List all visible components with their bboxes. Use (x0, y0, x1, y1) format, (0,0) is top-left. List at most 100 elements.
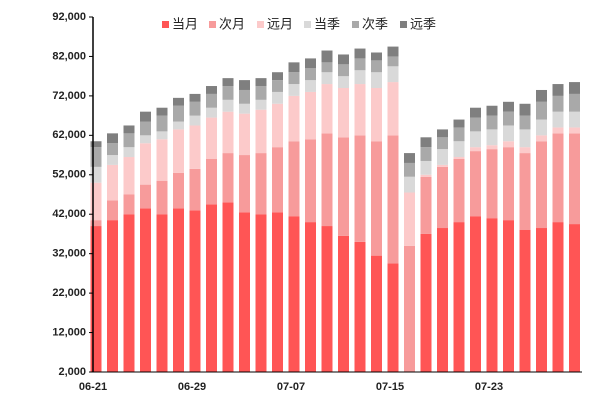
bar-segment (255, 86, 267, 100)
bar-segment (123, 147, 135, 158)
legend-swatch (209, 21, 216, 28)
bar-segment (140, 135, 151, 144)
bar-segment (173, 121, 184, 130)
bar-segment (255, 78, 267, 87)
bar-segment (354, 135, 366, 242)
bar-segment (338, 235, 349, 372)
bar-segment (486, 218, 498, 372)
bar-segment (222, 78, 234, 87)
bar-segment (255, 99, 267, 110)
bar-segment (453, 159, 465, 223)
bar-segment (404, 153, 415, 163)
bar-segment (354, 84, 366, 136)
bar-segment (404, 192, 415, 246)
bar-segment (156, 115, 168, 132)
bar-segment (255, 153, 267, 215)
bar-segment (437, 149, 448, 165)
bar-segment (503, 147, 514, 221)
legend-swatch (257, 21, 264, 28)
bar-segment (305, 222, 316, 372)
y-tick-label: 62,000 (52, 129, 86, 141)
bar-segment (552, 127, 564, 134)
legend-swatch (162, 21, 169, 28)
bar-segment (420, 137, 432, 148)
bar-segment (536, 101, 547, 120)
bar-segment (107, 200, 118, 221)
legend-label: 当月 (172, 18, 198, 33)
bar-segment (90, 141, 102, 148)
bar-segment (552, 133, 564, 223)
bar-segment (404, 176, 415, 193)
bar-segment (123, 125, 135, 134)
bar-segment (321, 226, 333, 372)
bar-segment (503, 220, 514, 372)
bar-segment (288, 62, 300, 73)
bar-segment (272, 212, 283, 372)
bar-segment (288, 216, 300, 372)
bar-segment (470, 131, 481, 148)
bar-segment (338, 76, 349, 88)
bar-segment (420, 233, 432, 372)
x-tick-label: 07-07 (277, 381, 305, 393)
bar-segment (189, 93, 201, 102)
bar-segment (536, 89, 547, 102)
bar-segment (536, 141, 547, 229)
bar-segment (288, 72, 300, 85)
bar-segment (156, 131, 168, 140)
bar-segment (288, 95, 300, 142)
bar-segment (189, 125, 201, 169)
bar-segment (371, 52, 382, 61)
bar-segment (189, 210, 201, 372)
bar-segment (173, 172, 184, 209)
bar-segment (470, 147, 481, 152)
bar-segment (222, 111, 234, 154)
bar-segment (453, 141, 465, 158)
bar-segment (569, 111, 580, 128)
x-tick-label: 07-23 (475, 381, 503, 393)
bar-segment (569, 224, 580, 372)
bar-segment (470, 151, 481, 217)
bar-segment (305, 58, 316, 69)
bar-segment (354, 70, 366, 85)
bar-segment (338, 137, 349, 236)
bar-segment (321, 62, 333, 73)
bar-segment (239, 155, 250, 213)
bar-segment (387, 56, 399, 67)
bar-segment (206, 117, 217, 159)
bar-segment (404, 245, 415, 372)
bar-segment (189, 168, 201, 211)
bar-segment (371, 255, 382, 372)
bar-segment (404, 162, 415, 177)
bar-segment (437, 166, 448, 229)
bar-segment (140, 121, 151, 136)
bar-segment (206, 159, 217, 205)
bar-segment (552, 95, 564, 112)
bar-segment (173, 208, 184, 372)
bar-segment (470, 216, 481, 372)
bar-segment (437, 164, 448, 167)
bar-segment (387, 46, 399, 57)
bar-segment (305, 80, 316, 92)
bar-segment (272, 80, 283, 92)
bar-segment (470, 107, 481, 118)
bar-segment (503, 101, 514, 112)
bar-segment (222, 99, 234, 112)
bar-segment (255, 109, 267, 154)
legend-swatch (352, 21, 359, 28)
legend-label: 次季 (362, 17, 388, 33)
bar-segment (321, 84, 333, 134)
bar-segment (552, 222, 564, 372)
bar-segment (156, 180, 168, 215)
bar-segment (552, 84, 564, 96)
y-tick-label: 32,000 (52, 248, 86, 260)
bar-segment (321, 72, 333, 85)
bar-segment (156, 214, 168, 372)
bar-segment (387, 66, 399, 83)
bar-segment (222, 202, 234, 372)
bar-segment (387, 82, 399, 136)
bar-segment (569, 127, 580, 134)
bar-segment (354, 58, 366, 71)
bar-segment (503, 141, 514, 148)
bar-segment (371, 72, 382, 88)
bar-segment (140, 143, 151, 185)
